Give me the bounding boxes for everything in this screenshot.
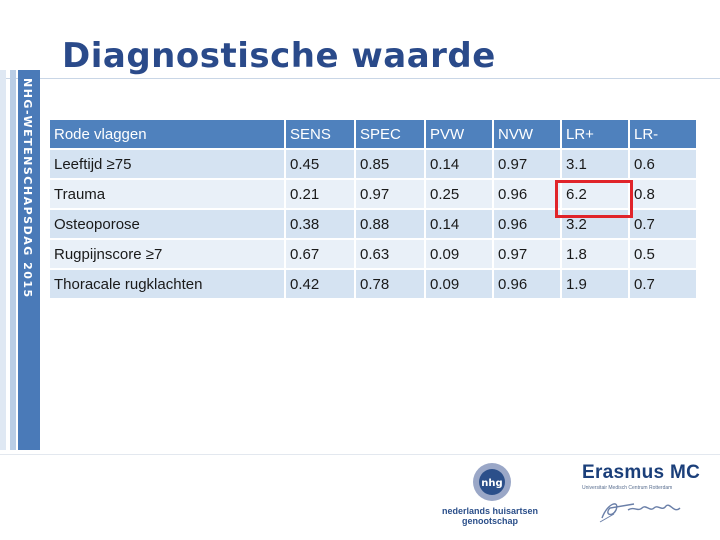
- side-label: NHG-WETENSCHAPSDAG 2015: [21, 78, 34, 299]
- erasmus-signature-icon: [599, 503, 681, 523]
- slide-title: Diagnostische waarde: [62, 36, 496, 76]
- table-row: Trauma 0.21 0.97 0.25 0.96 6.2 0.8: [50, 180, 696, 208]
- header-cell: LR-: [630, 120, 696, 148]
- table-cell: 0.6: [630, 150, 696, 178]
- nhg-line1: nederlands huisartsen: [441, 506, 539, 516]
- nhg-mark-icon: nhg: [473, 463, 511, 501]
- header-cell: Rode vlaggen: [50, 120, 284, 148]
- table-cell: 0.25: [426, 180, 492, 208]
- table-cell: Rugpijnscore ≥7: [50, 240, 284, 268]
- table-cell: 0.96: [494, 270, 560, 298]
- header-cell: SENS: [286, 120, 354, 148]
- table-cell: 1.8: [562, 240, 628, 268]
- table-row: Rugpijnscore ≥7 0.67 0.63 0.09 0.97 1.8 …: [50, 240, 696, 268]
- header-cell: PVW: [426, 120, 492, 148]
- side-bar-mid: [10, 70, 16, 450]
- table-cell: 0.45: [286, 150, 354, 178]
- footer-divider: [0, 454, 720, 455]
- table-cell: 0.14: [426, 210, 492, 238]
- table-row: Thoracale rugklachten 0.42 0.78 0.09 0.9…: [50, 270, 696, 298]
- table-cell: 0.85: [356, 150, 424, 178]
- header-cell: NVW: [494, 120, 560, 148]
- side-bar-dark: [18, 70, 40, 450]
- table-header-row: Rode vlaggen SENS SPEC PVW NVW LR+ LR-: [50, 120, 696, 148]
- table-cell: Thoracale rugklachten: [50, 270, 284, 298]
- side-bar-light: [0, 70, 6, 450]
- title-divider: [0, 78, 720, 79]
- table-cell: 0.97: [494, 150, 560, 178]
- table-cell: 0.78: [356, 270, 424, 298]
- table-cell: 1.9: [562, 270, 628, 298]
- table-cell: 0.97: [356, 180, 424, 208]
- erasmus-name: Erasmus MC: [582, 462, 701, 483]
- diagnostic-table: Rode vlaggen SENS SPEC PVW NVW LR+ LR- L…: [48, 118, 698, 300]
- table-row: Osteoporose 0.38 0.88 0.14 0.96 3.2 0.7: [50, 210, 696, 238]
- erasmus-logo: Erasmus MC Universitair Medisch Centrum …: [582, 462, 702, 528]
- table-cell: 0.88: [356, 210, 424, 238]
- table-cell: 0.67: [286, 240, 354, 268]
- header-cell: SPEC: [356, 120, 424, 148]
- table-cell: 0.38: [286, 210, 354, 238]
- erasmus-subtitle: Universitair Medisch Centrum Rotterdam: [582, 485, 673, 491]
- table-row: Leeftijd ≥75 0.45 0.85 0.14 0.97 3.1 0.6: [50, 150, 696, 178]
- header-cell: LR+: [562, 120, 628, 148]
- table-cell: 0.96: [494, 210, 560, 238]
- table-cell: 0.8: [630, 180, 696, 208]
- nhg-logo: nhg nederlands huisartsen genootschap: [430, 462, 550, 528]
- table-cell: 0.14: [426, 150, 492, 178]
- table-cell: 0.42: [286, 270, 354, 298]
- side-band: NHG-WETENSCHAPSDAG 2015: [0, 70, 42, 450]
- table-cell: 0.09: [426, 240, 492, 268]
- table-cell: Leeftijd ≥75: [50, 150, 284, 178]
- table-cell: Trauma: [50, 180, 284, 208]
- nhg-mark-text: nhg: [481, 478, 502, 489]
- table-cell: 0.63: [356, 240, 424, 268]
- table-cell: 0.5: [630, 240, 696, 268]
- nhg-line2: genootschap: [461, 516, 518, 526]
- table-cell: 0.09: [426, 270, 492, 298]
- table-cell: 6.2: [562, 180, 628, 208]
- table-cell: Osteoporose: [50, 210, 284, 238]
- table-cell: 0.7: [630, 270, 696, 298]
- table-cell: 0.7: [630, 210, 696, 238]
- table-cell: 0.97: [494, 240, 560, 268]
- nhg-wordmark: nederlands huisartsen genootschap: [430, 506, 550, 526]
- table-cell: 0.96: [494, 180, 560, 208]
- table-cell: 3.2: [562, 210, 628, 238]
- table-cell: 3.1: [562, 150, 628, 178]
- highlight-box: [555, 180, 633, 218]
- table-cell: 0.21: [286, 180, 354, 208]
